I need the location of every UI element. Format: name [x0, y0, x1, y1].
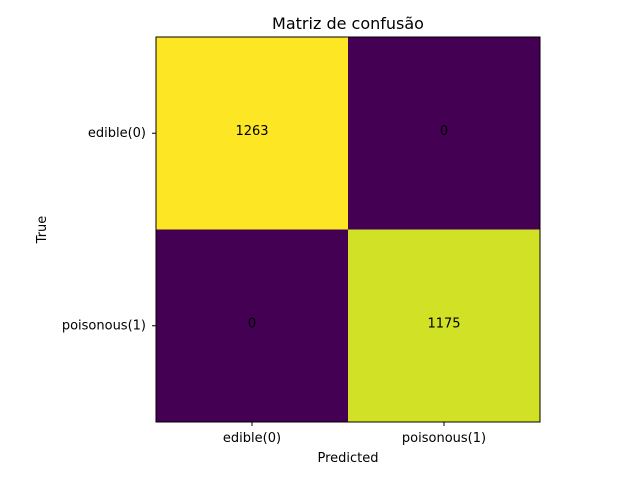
cell-value-label-r1-c1: 1175: [427, 316, 460, 331]
cell-value-label-r0-c0: 1263: [235, 124, 268, 139]
plot-frame: [155, 36, 541, 423]
heatmap-cell-r1-c0: [156, 229, 348, 422]
chart-title: Matriz de confusão: [272, 14, 424, 33]
x-tick-label-1: poisonous(1): [402, 431, 486, 446]
x-tick-label-0: edible(0): [223, 431, 281, 446]
cell-value-label-r1-c0: 0: [248, 316, 256, 331]
axis-ticks: edible(0) poisonous(1) edible(0) poisonous(…: [62, 126, 486, 446]
x-axis-label: Predicted: [317, 451, 378, 466]
cell-value-label-r0-c1: 0: [440, 124, 448, 139]
heatmap-cells: 1263 0 0 1175: [156, 37, 540, 422]
y-tick-label-0: edible(0): [88, 126, 146, 141]
heatmap-cell-r0-c1: [348, 37, 540, 230]
y-tick-label-1: poisonous(1): [62, 318, 146, 333]
heatmap-cell-r0-c0: [156, 37, 348, 230]
heatmap-cell-r1-c1: [348, 229, 540, 422]
y-axis-label: True: [35, 216, 50, 245]
